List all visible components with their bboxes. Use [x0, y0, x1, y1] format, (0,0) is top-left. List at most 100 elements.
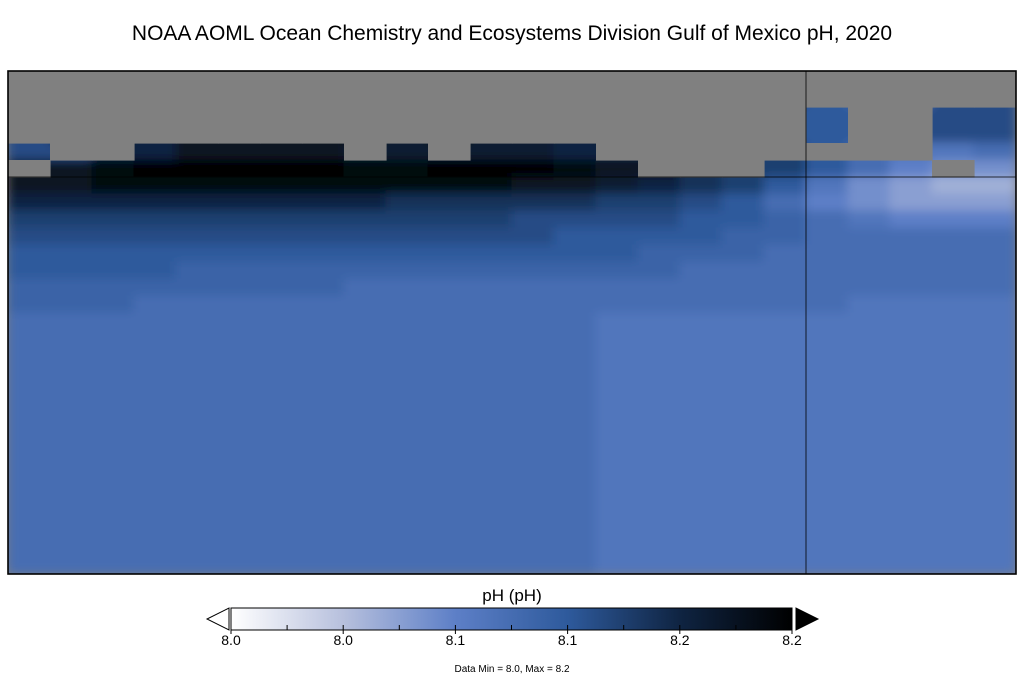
heatmap-cell — [889, 261, 933, 280]
heatmap-cell — [973, 193, 1016, 212]
heatmap-cell — [973, 176, 1016, 195]
missing-data-cell — [470, 71, 513, 108]
heatmap-cell — [427, 210, 471, 229]
missing-data-cell — [764, 107, 807, 144]
heatmap-cell — [385, 227, 429, 246]
heatmap-cell — [763, 159, 807, 178]
missing-data-cell — [848, 107, 891, 144]
heatmap-cell — [133, 159, 177, 178]
heatmap-cell — [175, 278, 219, 297]
heatmap-cell — [469, 210, 513, 229]
heatmap-cell — [49, 227, 93, 246]
heatmap-cell — [511, 159, 555, 178]
heatmap-cell — [175, 159, 219, 178]
heatmap-cell — [511, 312, 555, 574]
heatmap-cell — [217, 312, 261, 574]
missing-data-cell — [638, 71, 681, 108]
heatmap-cell — [805, 312, 849, 574]
heatmap-cell — [259, 312, 303, 574]
heatmap-cell — [301, 159, 345, 178]
heatmap-cell — [49, 244, 93, 263]
heatmap-cell — [679, 295, 723, 314]
missing-data-cell — [974, 71, 1016, 108]
heatmap-cell — [217, 210, 261, 229]
heatmap-cell — [931, 193, 975, 212]
heatmap-cell — [511, 261, 555, 280]
heatmap-cell — [343, 312, 387, 574]
heatmap-cell — [931, 142, 975, 161]
heatmap-cell — [427, 227, 471, 246]
missing-data-cell — [638, 107, 681, 144]
heatmap-cell — [553, 159, 597, 178]
heatmap-cell — [301, 261, 345, 280]
heatmap-cell — [259, 176, 303, 195]
missing-data-cell — [848, 71, 891, 108]
heatmap-cell — [8, 227, 51, 246]
heatmap-cell — [175, 295, 219, 314]
heatmap-cell — [637, 295, 681, 314]
heatmap-cell — [931, 176, 975, 195]
missing-data-cell — [92, 107, 135, 144]
heatmap-cell — [259, 261, 303, 280]
heatmap-cell — [8, 176, 51, 195]
heatmap-cell — [469, 295, 513, 314]
plot-frame — [7, 70, 1017, 575]
missing-data-cell — [680, 160, 723, 178]
heatmap-cell — [427, 193, 471, 212]
colorbar-tick-label: 8.1 — [445, 632, 466, 648]
heatmap-cell — [763, 193, 807, 212]
heatmap-cell — [721, 244, 765, 263]
heatmap-cell — [385, 193, 429, 212]
heatmap-cell — [175, 244, 219, 263]
heatmap-cell — [385, 295, 429, 314]
heatmap-cell — [511, 244, 555, 263]
heatmap-cell — [49, 176, 93, 195]
heatmap-cell — [679, 278, 723, 297]
heatmap-cell — [805, 278, 849, 297]
heatmap-cell — [469, 193, 513, 212]
heatmap-cell — [721, 227, 765, 246]
heatmap-cell — [973, 278, 1016, 297]
heatmap-cell — [805, 176, 849, 195]
heatmap-cell — [595, 210, 639, 229]
heatmap-cell — [469, 244, 513, 263]
heatmap-cell — [889, 278, 933, 297]
missing-data-mask — [8, 71, 1016, 178]
colorbar-tick-label: 8.2 — [670, 632, 690, 648]
heatmap-cell — [595, 227, 639, 246]
heatmap-cell — [511, 142, 555, 161]
heatmap-cell — [175, 261, 219, 280]
heatmap-cell — [385, 261, 429, 280]
missing-data-cell — [764, 71, 807, 108]
heatmap-cell — [847, 312, 891, 574]
heatmap-cell — [427, 244, 471, 263]
heatmap-cell — [679, 210, 723, 229]
heatmap-cell — [343, 261, 387, 280]
missing-data-cell — [680, 71, 723, 108]
heatmap-cell — [8, 142, 51, 161]
heatmap-cell — [847, 244, 891, 263]
missing-data-cell — [50, 107, 93, 144]
heatmap-cell — [637, 193, 681, 212]
heatmap-cell — [721, 261, 765, 280]
heatmap-cell — [511, 295, 555, 314]
missing-data-cell — [596, 71, 639, 108]
heatmap-cell — [763, 261, 807, 280]
heatmap-cell — [8, 261, 51, 280]
missing-data-cell — [890, 143, 933, 161]
heatmap-cell — [637, 244, 681, 263]
heatmap-cell — [91, 159, 135, 178]
missing-data-cell — [428, 71, 471, 108]
heatmap-cell — [133, 227, 177, 246]
missing-data-cell — [302, 107, 345, 144]
heatmap-cell — [847, 159, 891, 178]
heatmap-cell — [595, 193, 639, 212]
data-range-note: Data Min = 8.0, Max = 8.2 — [454, 664, 570, 675]
heatmap-cell — [805, 227, 849, 246]
heatmap-cell — [469, 312, 513, 574]
heatmap-cell — [931, 106, 975, 144]
heatmap-cell — [763, 176, 807, 195]
heatmap-cell — [91, 244, 135, 263]
heatmap-cell — [679, 193, 723, 212]
heatmap-cell — [637, 227, 681, 246]
